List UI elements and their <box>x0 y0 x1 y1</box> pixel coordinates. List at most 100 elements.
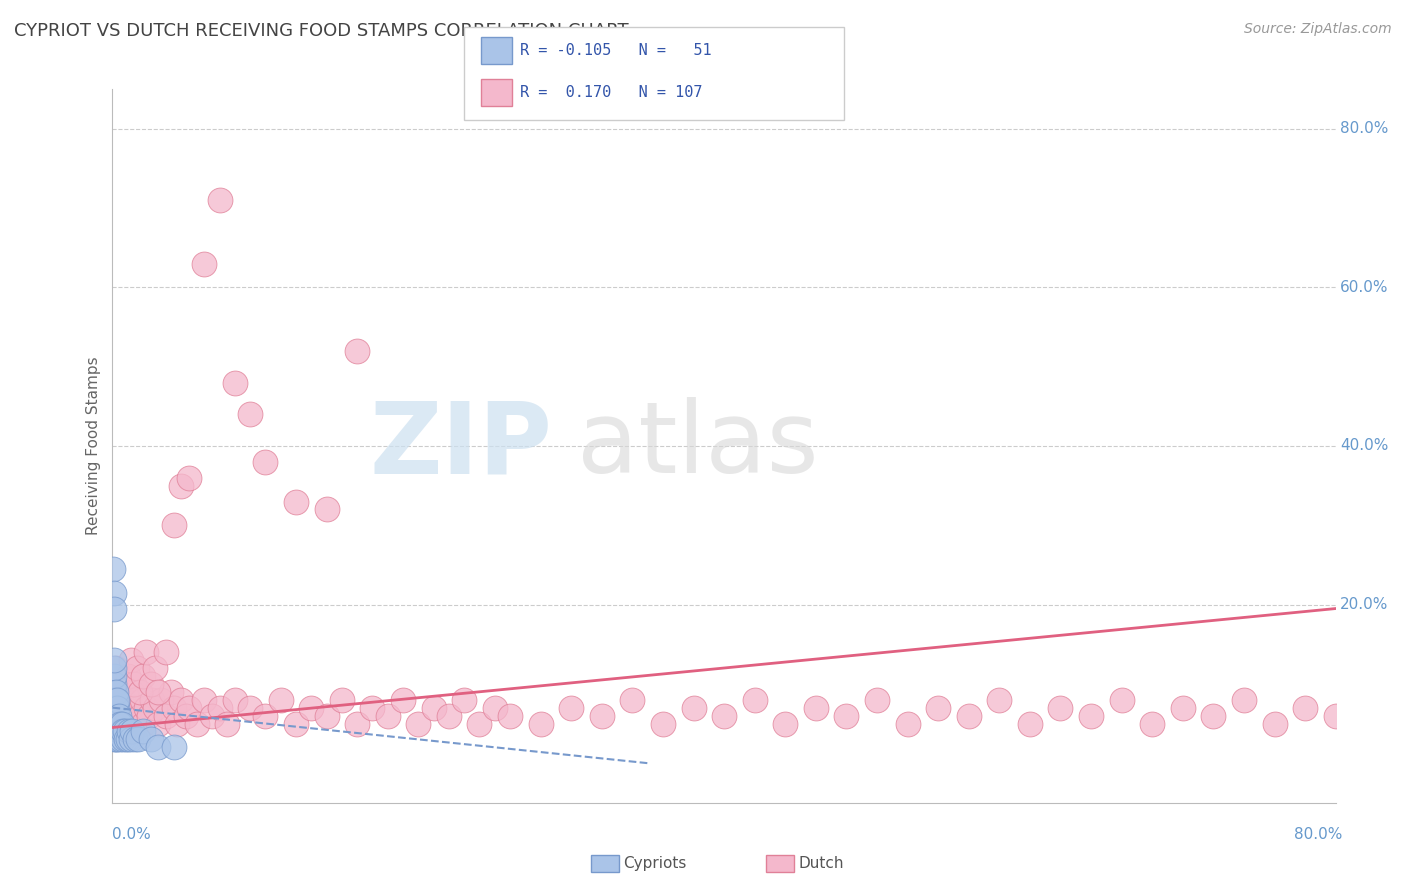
Point <box>108 724 131 739</box>
Point <box>111 677 134 691</box>
Point <box>1233 692 1256 706</box>
Point <box>103 708 125 723</box>
Point <box>114 700 136 714</box>
Point <box>682 700 704 714</box>
Point <box>866 692 889 706</box>
Point <box>103 724 125 739</box>
Point <box>1142 716 1164 731</box>
Point <box>104 732 127 747</box>
Point <box>315 502 337 516</box>
Point <box>104 708 127 723</box>
Point <box>437 708 460 723</box>
Point <box>103 685 125 699</box>
Point <box>124 692 146 706</box>
Point <box>652 716 675 731</box>
Point <box>315 708 337 723</box>
Point <box>591 708 613 723</box>
Point <box>103 716 125 731</box>
Point <box>121 724 143 739</box>
Point <box>484 700 506 714</box>
Point <box>111 716 134 731</box>
Point <box>135 645 157 659</box>
Point <box>174 708 197 723</box>
Point <box>1111 692 1133 706</box>
Point <box>166 716 188 731</box>
Point <box>217 716 239 731</box>
Point <box>112 724 135 739</box>
Point <box>103 700 125 714</box>
Point <box>284 494 308 508</box>
Point <box>104 708 127 723</box>
Point <box>284 716 308 731</box>
Point <box>107 685 129 699</box>
Point <box>224 692 246 706</box>
Point <box>186 716 208 731</box>
Point <box>239 700 262 714</box>
Point <box>104 692 127 706</box>
Point <box>143 700 166 714</box>
Text: R =  0.170   N = 107: R = 0.170 N = 107 <box>520 86 703 100</box>
Text: Cypriots: Cypriots <box>623 856 686 871</box>
Point <box>1324 708 1347 723</box>
Text: 60.0%: 60.0% <box>1340 280 1389 295</box>
Point <box>170 478 193 492</box>
Point <box>927 700 949 714</box>
Point <box>129 708 152 723</box>
Point <box>139 732 162 747</box>
Text: 80.0%: 80.0% <box>1295 827 1343 841</box>
Point <box>254 708 277 723</box>
Point <box>107 708 129 723</box>
Point <box>105 700 128 714</box>
Point <box>103 692 125 706</box>
Point <box>170 692 193 706</box>
Point <box>177 700 200 714</box>
Point <box>1202 708 1225 723</box>
Point <box>744 692 766 706</box>
Point <box>103 692 125 706</box>
Point <box>103 562 125 576</box>
Point <box>330 692 353 706</box>
Point <box>120 700 142 714</box>
Point <box>104 716 127 731</box>
Point <box>270 692 292 706</box>
Text: Source: ZipAtlas.com: Source: ZipAtlas.com <box>1244 22 1392 37</box>
Point <box>127 700 149 714</box>
Point <box>804 700 827 714</box>
Point <box>118 692 141 706</box>
Point <box>103 669 125 683</box>
Point <box>132 716 155 731</box>
Point <box>346 716 368 731</box>
Point <box>392 692 415 706</box>
Text: R = -0.105   N =   51: R = -0.105 N = 51 <box>520 44 711 58</box>
Point <box>148 716 170 731</box>
Point <box>103 732 125 747</box>
Text: 20.0%: 20.0% <box>1340 597 1389 612</box>
Point <box>103 601 125 615</box>
Point <box>530 716 553 731</box>
Point <box>148 685 170 699</box>
Point <box>120 732 142 747</box>
Point <box>163 518 186 533</box>
Point <box>193 257 215 271</box>
Point <box>103 708 125 723</box>
Point <box>112 692 135 706</box>
Point <box>117 708 139 723</box>
Point <box>138 708 160 723</box>
Point <box>104 685 127 699</box>
Point <box>377 708 399 723</box>
Point <box>1171 700 1194 714</box>
Point <box>254 455 277 469</box>
Point <box>132 724 155 739</box>
Point <box>124 732 146 747</box>
Point <box>118 724 141 739</box>
Point <box>115 732 138 747</box>
Point <box>957 708 980 723</box>
Point <box>897 716 920 731</box>
Point <box>159 685 181 699</box>
Point <box>1264 716 1286 731</box>
Point <box>208 700 231 714</box>
Point <box>135 700 157 714</box>
Point <box>468 716 491 731</box>
Point <box>988 692 1011 706</box>
Point <box>150 692 173 706</box>
